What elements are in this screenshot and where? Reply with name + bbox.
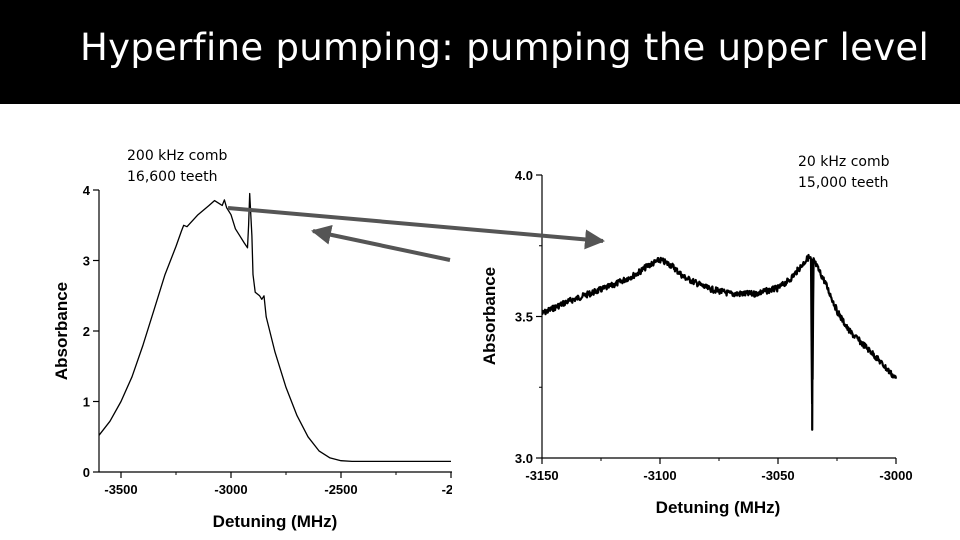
left-y-tick-label: 2 xyxy=(83,324,90,339)
left-y-tick-label: 0 xyxy=(83,465,90,480)
slide-title: Hyperfine pumping: pumping the upper lev… xyxy=(80,26,930,69)
right-x-tick-label: -3100 xyxy=(643,468,676,483)
right-x-tick-label: -3000 xyxy=(879,468,912,483)
right-x-tick-label: -3050 xyxy=(761,468,794,483)
chart-right: 3.0 3.5 4.0 -3150 -3100 -3050 -3000 Detuning … xyxy=(452,150,913,540)
left-y-axis-label: Absorbance xyxy=(52,282,71,380)
right-comb-teeth: 15,000 teeth xyxy=(798,175,889,191)
right-x-axis-label: Detuning (MHz) xyxy=(656,498,781,517)
arrow-left-to-right xyxy=(227,206,605,250)
left-x-axis-label: Detuning (MHz) xyxy=(213,512,338,531)
left-comb-frequency: 200 kHz comb xyxy=(127,148,228,164)
left-y-tick-label: 3 xyxy=(83,254,90,269)
left-y-tick-label: 1 xyxy=(83,395,90,410)
left-comb-teeth: 16,600 teeth xyxy=(127,169,218,185)
right-y-axis-label: Absorbance xyxy=(480,267,499,365)
left-x-tick-label: -2500 xyxy=(324,482,357,497)
left-absorbance-trace xyxy=(98,192,451,463)
right-y-tick-label: 3.0 xyxy=(515,451,533,466)
left-y-tick-label: 4 xyxy=(83,183,91,198)
right-absorbance-trace xyxy=(541,253,898,431)
right-comb-frequency: 20 kHz comb xyxy=(798,154,890,170)
right-y-tick-label: 4.0 xyxy=(515,168,533,183)
right-chart-background xyxy=(452,150,912,540)
left-x-tick-label: -3500 xyxy=(104,482,137,497)
left-comb-annotation: 200 kHz comb 16,600 teeth xyxy=(127,146,227,188)
right-x-tick-label: -3150 xyxy=(525,468,558,483)
right-y-tick-label: 3.5 xyxy=(515,310,533,325)
left-x-tick-label: -3000 xyxy=(214,482,247,497)
arrow-right-to-left xyxy=(311,224,451,262)
title-bar: Hyperfine pumping: pumping the upper lev… xyxy=(0,0,960,104)
right-comb-annotation: 20 kHz comb 15,000 teeth xyxy=(798,152,890,194)
